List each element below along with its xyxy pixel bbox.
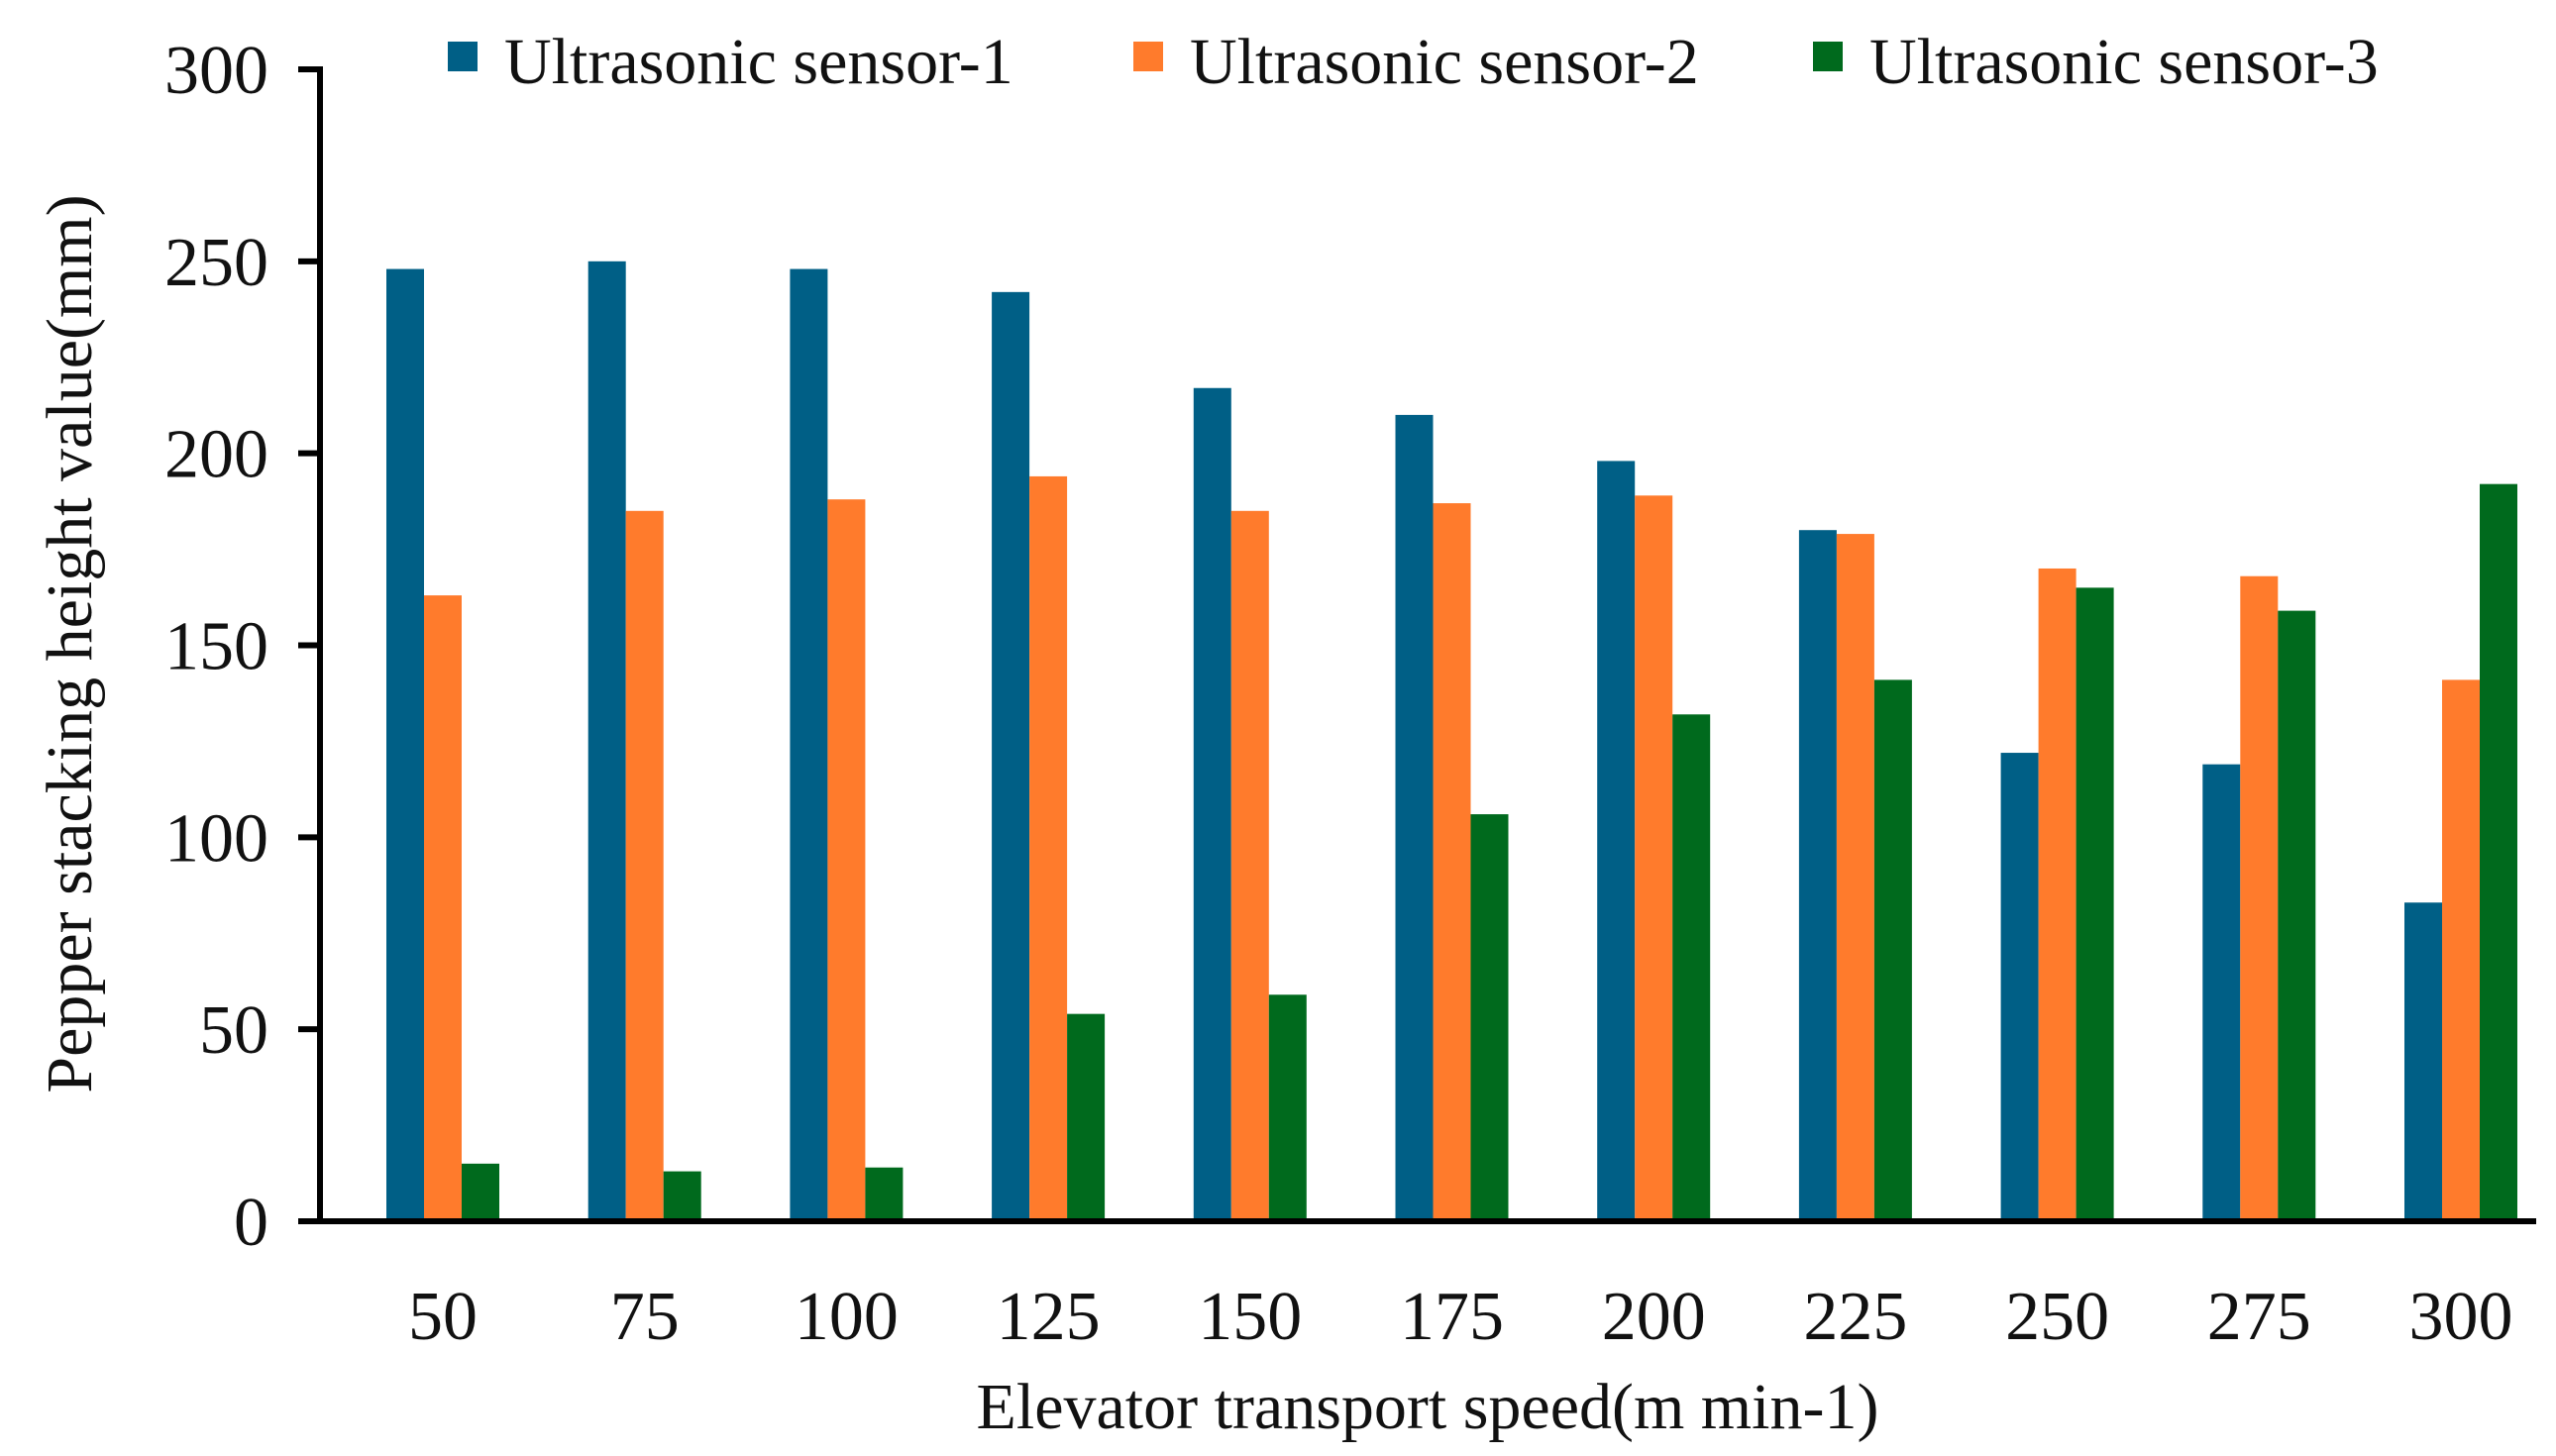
bar-250-series-1 — [2000, 753, 2039, 1221]
y-tick-label: 0 — [234, 1185, 268, 1261]
x-tick-label: 300 — [2409, 1279, 2513, 1355]
y-tick-label: 300 — [164, 33, 268, 109]
bar-175-series-2 — [1433, 503, 1471, 1221]
bar-50-series-3 — [462, 1163, 499, 1221]
legend-swatch-series-2 — [1133, 42, 1163, 71]
x-tick-label: 225 — [1803, 1279, 1907, 1355]
bar-300-series-3 — [2480, 483, 2517, 1221]
x-tick-label: 250 — [2005, 1279, 2109, 1355]
bar-150-series-1 — [1193, 387, 1231, 1222]
bar-200-series-1 — [1597, 461, 1636, 1221]
x-tick-label: 175 — [1400, 1279, 1504, 1355]
bar-125-series-1 — [992, 291, 1030, 1221]
bar-100-series-2 — [827, 499, 866, 1222]
legend-label-series-1: Ultrasonic sensor-1 — [504, 26, 1013, 98]
bar-125-series-2 — [1029, 475, 1068, 1222]
bar-150-series-2 — [1230, 510, 1269, 1221]
y-axis-title: Pepper stacking height value(mm) — [34, 194, 106, 1092]
bar-300-series-2 — [2442, 679, 2480, 1221]
x-tick-label: 50 — [408, 1279, 478, 1355]
bar-50-series-1 — [386, 268, 424, 1221]
bar-125-series-3 — [1067, 1013, 1106, 1221]
legend-swatch-series-1 — [448, 42, 478, 71]
bar-75-series-3 — [663, 1171, 701, 1221]
y-tick-label: 150 — [164, 609, 268, 685]
bar-200-series-3 — [1672, 714, 1711, 1221]
bar-200-series-2 — [1635, 495, 1673, 1221]
y-ticks-group: 0 50 100 150 200 250 300 — [164, 33, 320, 1261]
x-tick-label: 150 — [1198, 1279, 1302, 1355]
y-tick-label: 50 — [199, 992, 268, 1069]
bars-group — [386, 260, 2517, 1222]
x-tick-label: 75 — [610, 1279, 680, 1355]
bar-75-series-2 — [625, 510, 664, 1221]
y-tick-label: 100 — [164, 800, 268, 877]
legend-label-series-2: Ultrasonic sensor-2 — [1190, 26, 1699, 98]
legend: Ultrasonic sensor-1 Ultrasonic sensor-2 Ul… — [448, 26, 2379, 98]
legend-label-series-3: Ultrasonic sensor-3 — [1869, 26, 2379, 98]
x-tick-label: 275 — [2207, 1279, 2311, 1355]
bar-300-series-1 — [2404, 902, 2442, 1221]
bar-175-series-1 — [1395, 414, 1434, 1221]
bar-175-series-3 — [1470, 814, 1509, 1221]
bar-275-series-2 — [2240, 575, 2279, 1221]
y-tick-label: 200 — [164, 417, 268, 493]
bar-275-series-3 — [2278, 610, 2316, 1221]
bar-250-series-2 — [2038, 568, 2077, 1221]
x-tick-label: 200 — [1602, 1279, 1706, 1355]
bar-275-series-1 — [2202, 764, 2241, 1221]
bar-150-series-3 — [1268, 994, 1307, 1221]
legend-swatch-series-3 — [1813, 42, 1843, 71]
y-tick-label: 250 — [164, 225, 268, 301]
bar-50-series-2 — [424, 595, 462, 1221]
x-tick-label: 125 — [997, 1279, 1101, 1355]
bar-100-series-1 — [790, 268, 828, 1221]
bar-100-series-3 — [865, 1167, 904, 1221]
bar-250-series-3 — [2076, 587, 2114, 1221]
x-axis-title: Elevator transport speed(m min-1) — [977, 1371, 1879, 1443]
bar-225-series-1 — [1798, 530, 1837, 1221]
bar-225-series-3 — [1873, 679, 1912, 1221]
x-ticks-group: 50 75 100 125 150 175 200 225 250 275 300 — [408, 1279, 2513, 1355]
x-tick-label: 100 — [795, 1279, 899, 1355]
bar-75-series-1 — [587, 260, 626, 1221]
bar-225-series-2 — [1836, 534, 1874, 1221]
